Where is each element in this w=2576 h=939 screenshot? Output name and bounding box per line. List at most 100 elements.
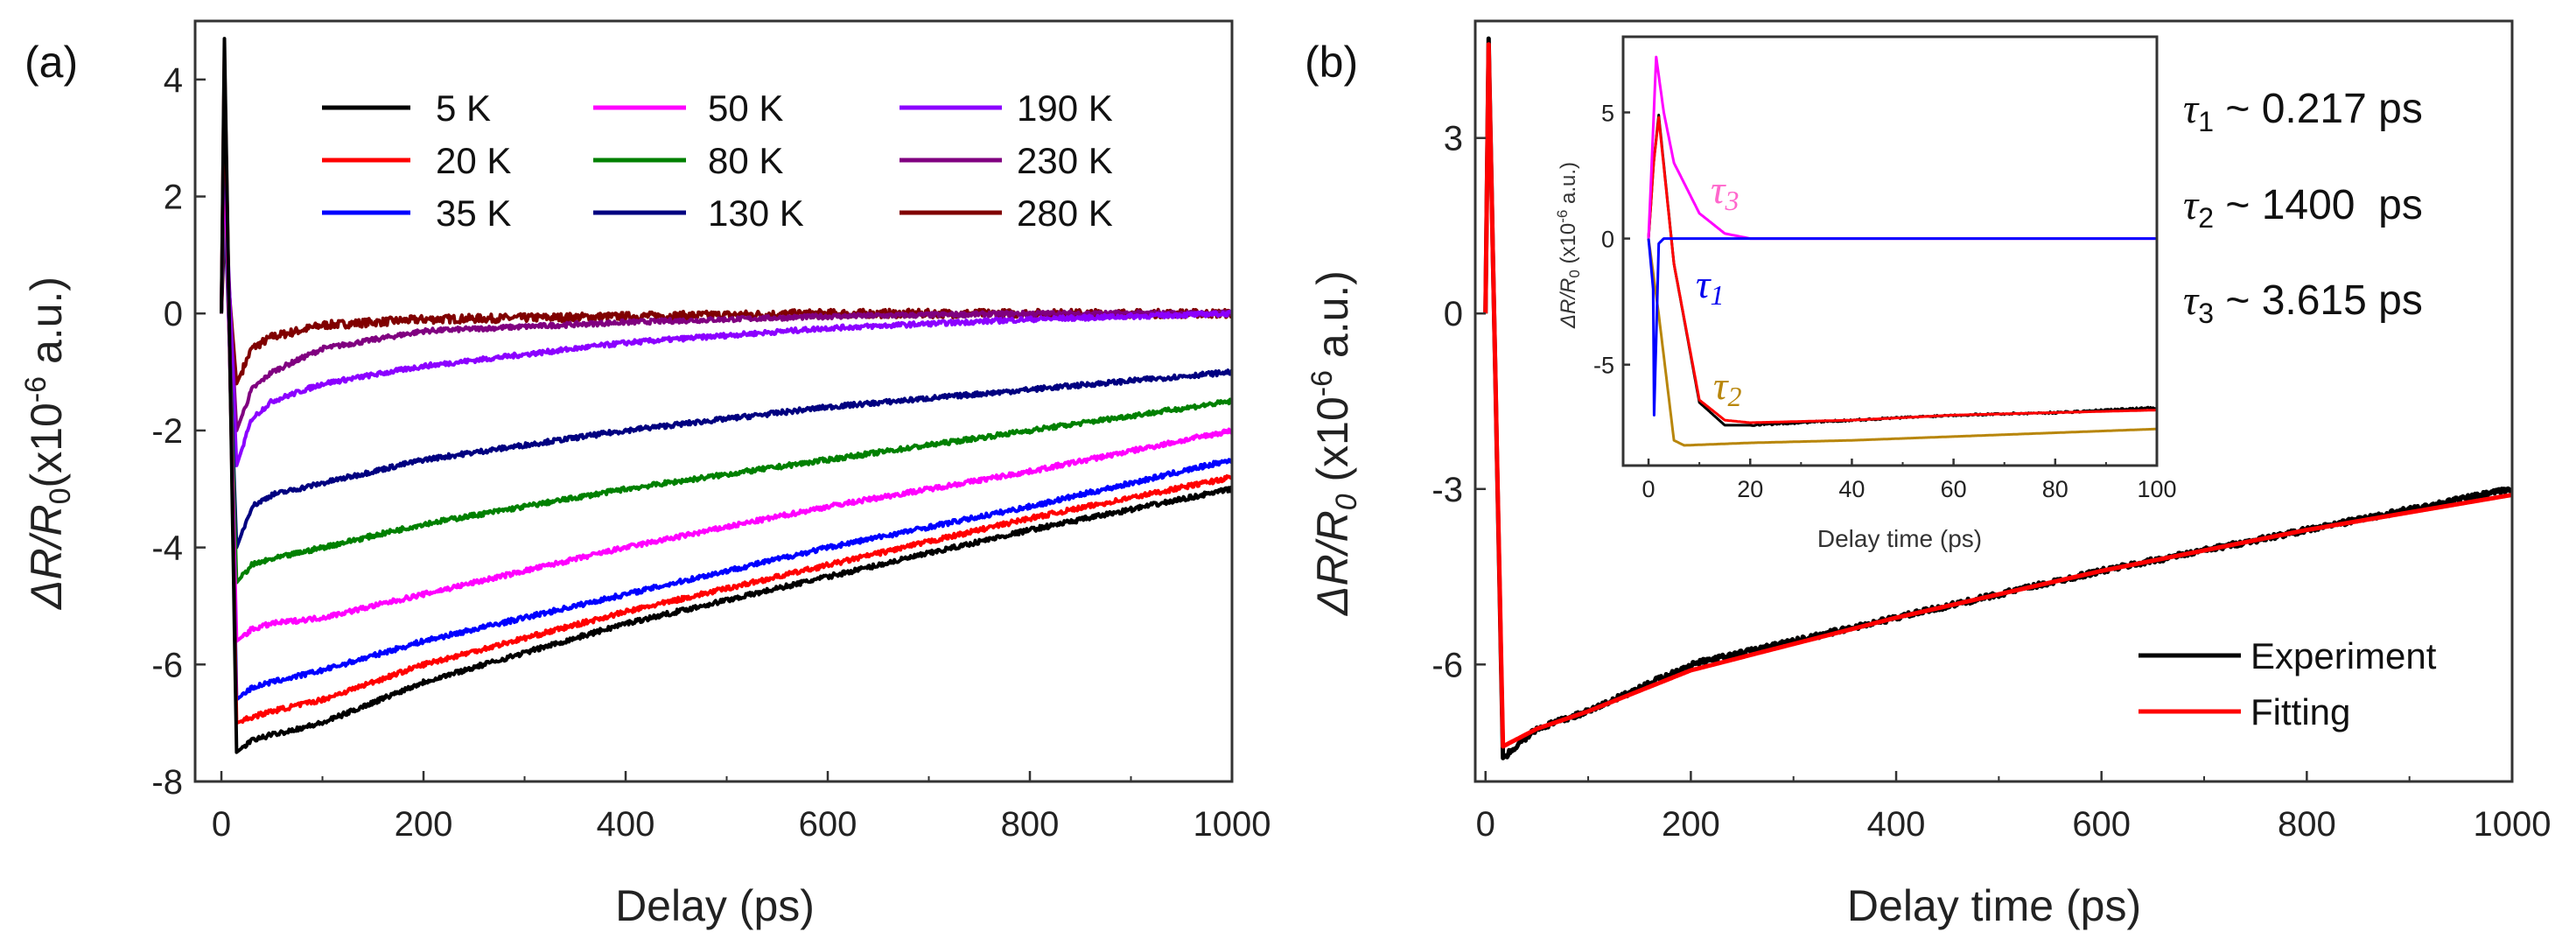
tau3-annotation: τ3 ~ 3.615 ps [2183,277,2423,329]
tau1-annotation: τ1 ~ 0.217 ps [2183,86,2423,137]
series-line-230-k [220,194,1232,432]
panel-b-legend: Experiment Fitting [2138,635,2437,732]
tau-symbol: τ [1713,363,1729,408]
series-group [220,37,1232,754]
tau-subscript: 2 [2198,202,2214,234]
series-line-fitting [1483,42,2512,749]
legend-label: 130 K [708,193,804,234]
y-tick-label: -3 [1432,471,1463,509]
ylabel-sup: -6 [1306,370,1339,396]
ylabel-end: a.u.) [22,277,71,376]
tau-subscript: 1 [2198,106,2214,137]
tau-value: ~ 3.615 ps [2214,277,2423,324]
panel-b-x-axis-label: Delay time (ps) [1847,881,2141,930]
x-tick-label: 600 [2072,805,2131,844]
x-tick-label: 600 [799,805,858,844]
tau-value: ~ 1400 ps [2214,182,2423,228]
legend-label: 50 K [708,88,783,129]
y-tick-label: 0 [1444,295,1463,333]
x-tick-label: 20 [1737,476,1763,502]
panel-b-frame [1474,19,2514,783]
x-tick-label: 1000 [1194,805,1271,844]
x-tick-label: 400 [1867,805,1926,844]
panel-a-ticks: 0 200 400 600 800 1000 4 2 0 -2 -4 -6 -8 [151,61,1270,844]
legend-item-experiment: Experiment [2138,635,2437,676]
x-tick-label: 1000 [2474,805,2552,844]
inset-frame [1621,35,2159,467]
ylabel-end: a.u.) [1308,270,1357,370]
y-tick-label: -2 [151,412,183,451]
panel-a-label: (a) [24,38,78,87]
x-tick-label: 200 [395,805,453,844]
x-tick-label: 800 [1001,805,1060,844]
y-tick-label: 5 [1601,100,1614,126]
legend-item-fitting: Fitting [2138,691,2350,732]
x-tick-label: 0 [1476,805,1495,844]
y-tick-label: 0 [1601,227,1614,253]
series-line-35-k [220,77,1232,702]
legend-label: 20 K [436,140,511,181]
legend-item-190-k: 190 K [900,88,1113,129]
legend-item-20-k: 20 K [322,140,511,181]
x-tick-label: 800 [2278,805,2336,844]
x-tick-label: 0 [1642,476,1656,502]
ylabel-mid: (x10 [1308,396,1357,494]
x-tick-label: 0 [212,805,231,844]
y-tick-label: -6 [1432,646,1463,684]
tau2-annotation: τ2 ~ 1400 ps [2183,182,2423,234]
y-tick-label: 4 [164,61,183,100]
tau-subscript: 3 [2198,298,2214,329]
panel-a-y-axis-label: ΔR/R0(x10-6 a.u.) [19,277,77,610]
tau-symbol: τ [1711,167,1726,212]
inset-x-axis-label: Delay time (ps) [1817,525,1982,552]
panel-a-x-axis-label: Delay (ps) [615,881,815,930]
legend-label: 80 K [708,140,783,181]
panel-a-plot-area [220,37,1232,754]
panel-a-frame [193,19,1234,783]
tau-subscript: 3 [1724,185,1739,216]
series-line-50-k [220,136,1232,643]
tau-symbol: τ [2183,277,2200,324]
series-line-2 [1647,238,2157,447]
y-tick-label: -5 [1593,353,1614,379]
x-tick-label: 200 [1662,805,1720,844]
y-tick-label: -6 [151,646,183,684]
panel-a-legend: 5 K 20 K 35 K 50 K 80 K 130 K 190 K 230 K 280 K [322,88,1113,234]
x-tick-label: 60 [1941,476,1967,502]
legend-label: 190 K [1017,88,1113,129]
tau-symbol: τ [1696,262,1712,306]
series-line-5-k [220,37,1232,754]
legend-label: 35 K [436,193,511,234]
inset-tau1-label: τ1 [1696,262,1724,311]
ylabel-main: ΔR/R [1308,510,1357,616]
panel-a: (a) 0 200 400 600 800 1000 4 2 0 -2 -4 -6 -8 Delay (… [19,19,1270,930]
tau-symbol: τ [2183,182,2200,228]
y-tick-label: 0 [164,295,183,333]
ylabel-mid: (x10 [22,403,71,487]
tau-value: ~ 0.217 ps [2214,86,2423,132]
tau-annotations: τ1 ~ 0.217 ps τ2 ~ 1400 ps τ3 ~ 3.615 ps [2183,86,2423,329]
series-line-1 [1647,237,2157,417]
legend-label: Fitting [2250,691,2350,732]
ylabel-sub: 0 [44,487,77,504]
legend-label: 5 K [436,88,491,129]
legend-item-35-k: 35 K [322,193,511,234]
legend-label: 230 K [1017,140,1113,181]
series-line-fitting [1647,116,2157,424]
ylabel-mid: (x10 [1557,223,1580,270]
y-tick-label: 2 [164,179,183,217]
y-tick-label: 3 [1444,120,1463,158]
legend-item-50-k: 50 K [593,88,783,129]
legend-item-280-k: 280 K [900,193,1113,234]
series-group [1647,55,2157,447]
ylabel-main: ΔR/R [22,504,71,610]
ylabel-sup: -6 [19,376,52,403]
ylabel-main: ΔR/R [1557,278,1580,329]
legend-item-230-k: 230 K [900,140,1113,181]
x-tick-label: 100 [2137,476,2176,502]
y-tick-label: -4 [151,529,183,568]
ylabel-end: a.u.) [1557,162,1580,210]
